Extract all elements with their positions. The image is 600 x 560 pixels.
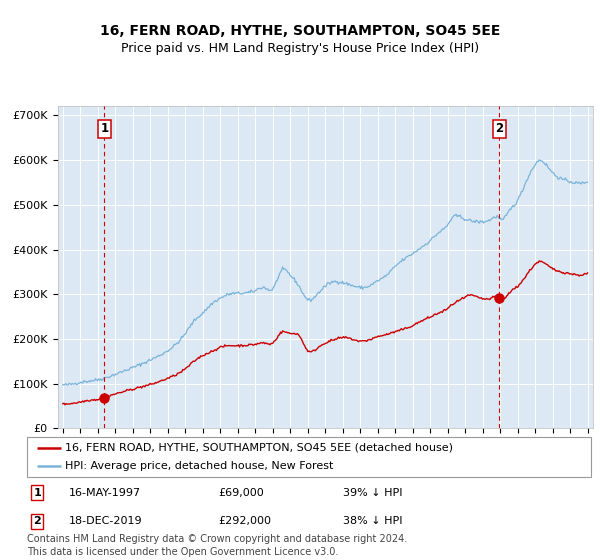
Text: Contains HM Land Registry data © Crown copyright and database right 2024.
This d: Contains HM Land Registry data © Crown c… xyxy=(27,534,407,557)
Text: 2: 2 xyxy=(33,516,41,526)
Text: 2: 2 xyxy=(496,122,503,136)
Text: 38% ↓ HPI: 38% ↓ HPI xyxy=(343,516,403,526)
Text: 39% ↓ HPI: 39% ↓ HPI xyxy=(343,488,403,498)
Text: 16, FERN ROAD, HYTHE, SOUTHAMPTON, SO45 5EE: 16, FERN ROAD, HYTHE, SOUTHAMPTON, SO45 … xyxy=(100,25,500,38)
Text: 16-MAY-1997: 16-MAY-1997 xyxy=(70,488,142,498)
Text: 1: 1 xyxy=(33,488,41,498)
Text: £69,000: £69,000 xyxy=(219,488,265,498)
Text: £292,000: £292,000 xyxy=(219,516,272,526)
Text: HPI: Average price, detached house, New Forest: HPI: Average price, detached house, New … xyxy=(65,461,334,471)
Text: 16, FERN ROAD, HYTHE, SOUTHAMPTON, SO45 5EE (detached house): 16, FERN ROAD, HYTHE, SOUTHAMPTON, SO45 … xyxy=(65,443,454,452)
Text: 1: 1 xyxy=(100,122,109,136)
FancyBboxPatch shape xyxy=(27,437,591,477)
Text: 18-DEC-2019: 18-DEC-2019 xyxy=(70,516,143,526)
Text: Price paid vs. HM Land Registry's House Price Index (HPI): Price paid vs. HM Land Registry's House … xyxy=(121,42,479,55)
